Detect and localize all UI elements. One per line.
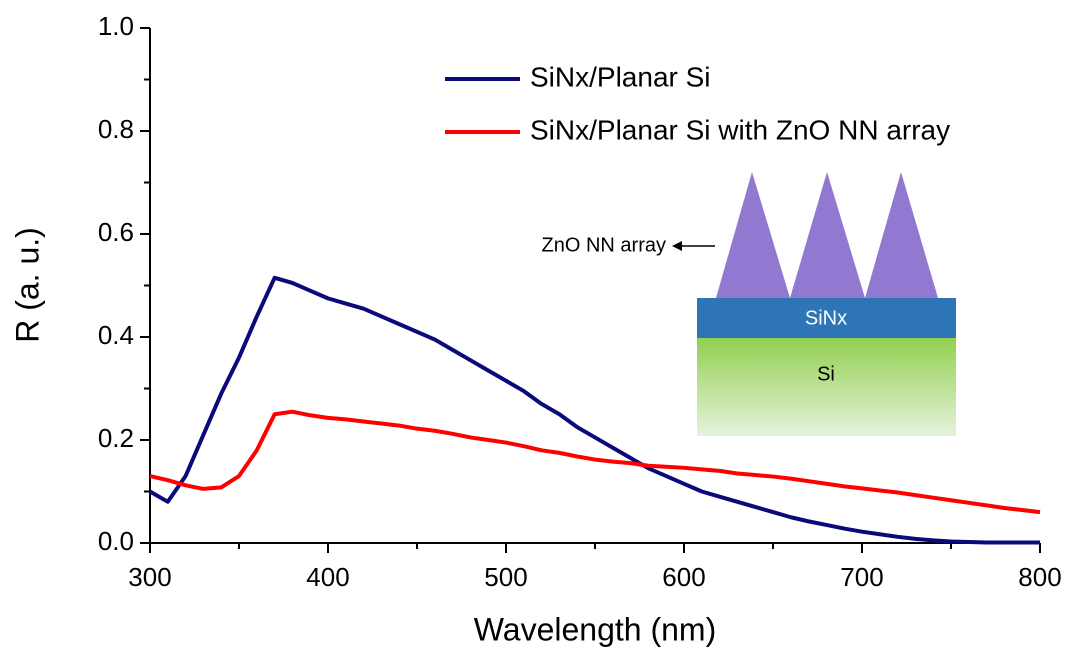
x-tick-label: 400: [306, 562, 349, 592]
si-layer: [697, 338, 956, 436]
sinx-layer: [697, 298, 956, 338]
series-line: [149, 409, 1041, 515]
y-tick-label: 0.4: [98, 320, 134, 350]
x-tick-label: 800: [1018, 562, 1061, 592]
y-tick-label: 0.8: [98, 114, 134, 144]
nanoneedle: [716, 172, 790, 298]
series-line: [148, 275, 1040, 545]
y-tick-label: 0.2: [98, 423, 134, 453]
arrow-head: [672, 241, 682, 251]
inset-label: SiNx: [805, 307, 847, 329]
inset-label: ZnO NN array: [542, 234, 666, 256]
y-tick-label: 0.0: [98, 526, 134, 556]
y-axis-title: R (a. u.): [9, 227, 45, 343]
legend-label: SiNx/Planar Si: [530, 61, 711, 92]
nanoneedle: [865, 172, 938, 298]
inset-label: Si: [817, 363, 835, 385]
x-tick-label: 600: [662, 562, 705, 592]
nanoneedle: [790, 172, 865, 298]
x-tick-label: 500: [484, 562, 527, 592]
x-tick-label: 300: [128, 562, 171, 592]
x-axis-title: Wavelength (nm): [474, 611, 716, 647]
x-tick-label: 700: [840, 562, 883, 592]
y-tick-label: 0.6: [98, 217, 134, 247]
y-tick-label: 1.0: [98, 11, 134, 41]
legend-label: SiNx/Planar Si with ZnO NN array: [530, 114, 950, 145]
inset-diagram: ZnO NN array SiNx Si: [542, 172, 956, 436]
